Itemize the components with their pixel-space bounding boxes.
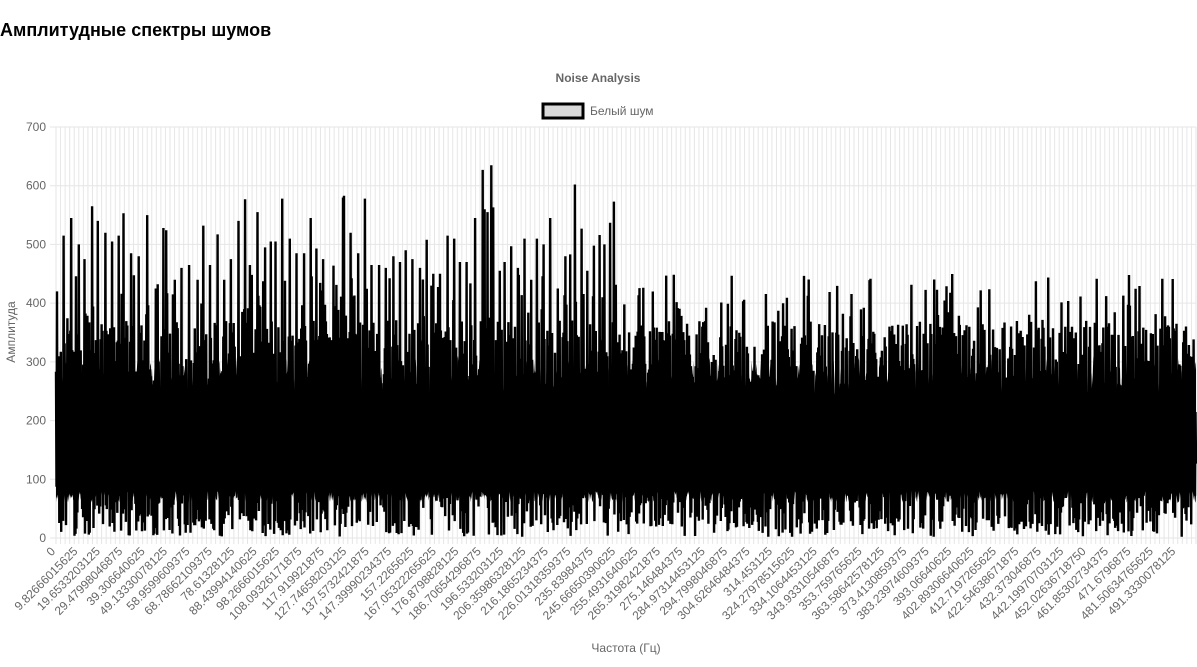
chart-container: Noise Analysis Белый шум 0 100 200 300 400 50… xyxy=(0,60,1197,667)
chart-legend[interactable]: Белый шум xyxy=(541,102,654,120)
x-axis-label: Частота (Гц) xyxy=(591,641,660,655)
series-white-noise xyxy=(54,165,1197,537)
y-axis-label: Амплитуда xyxy=(4,301,18,363)
noise-analysis-chart: Noise Analysis Белый шум 0 100 200 300 400 50… xyxy=(4,71,1197,655)
page-title: Амплитудные спектры шумов xyxy=(0,20,272,40)
y-tick-label: 0 xyxy=(39,531,46,545)
chart-title: Noise Analysis xyxy=(556,71,641,85)
y-tick-label: 400 xyxy=(26,296,46,310)
y-tick-label: 200 xyxy=(26,414,46,428)
y-tick-label: 500 xyxy=(26,237,46,251)
x-tick-label: 0 xyxy=(43,544,58,559)
y-axis-ticks: 0 100 200 300 400 500 600 700 xyxy=(26,120,46,545)
legend-label: Белый шум xyxy=(590,104,654,118)
y-tick-label: 100 xyxy=(26,472,46,486)
y-tick-label: 700 xyxy=(26,120,46,134)
legend-swatch xyxy=(541,102,585,120)
y-tick-label: 300 xyxy=(26,355,46,369)
series-line xyxy=(54,165,1197,537)
x-axis-ticks: 09.8266601562519.653320312529.4799804687… xyxy=(12,544,1179,623)
y-tick-label: 600 xyxy=(26,179,46,193)
